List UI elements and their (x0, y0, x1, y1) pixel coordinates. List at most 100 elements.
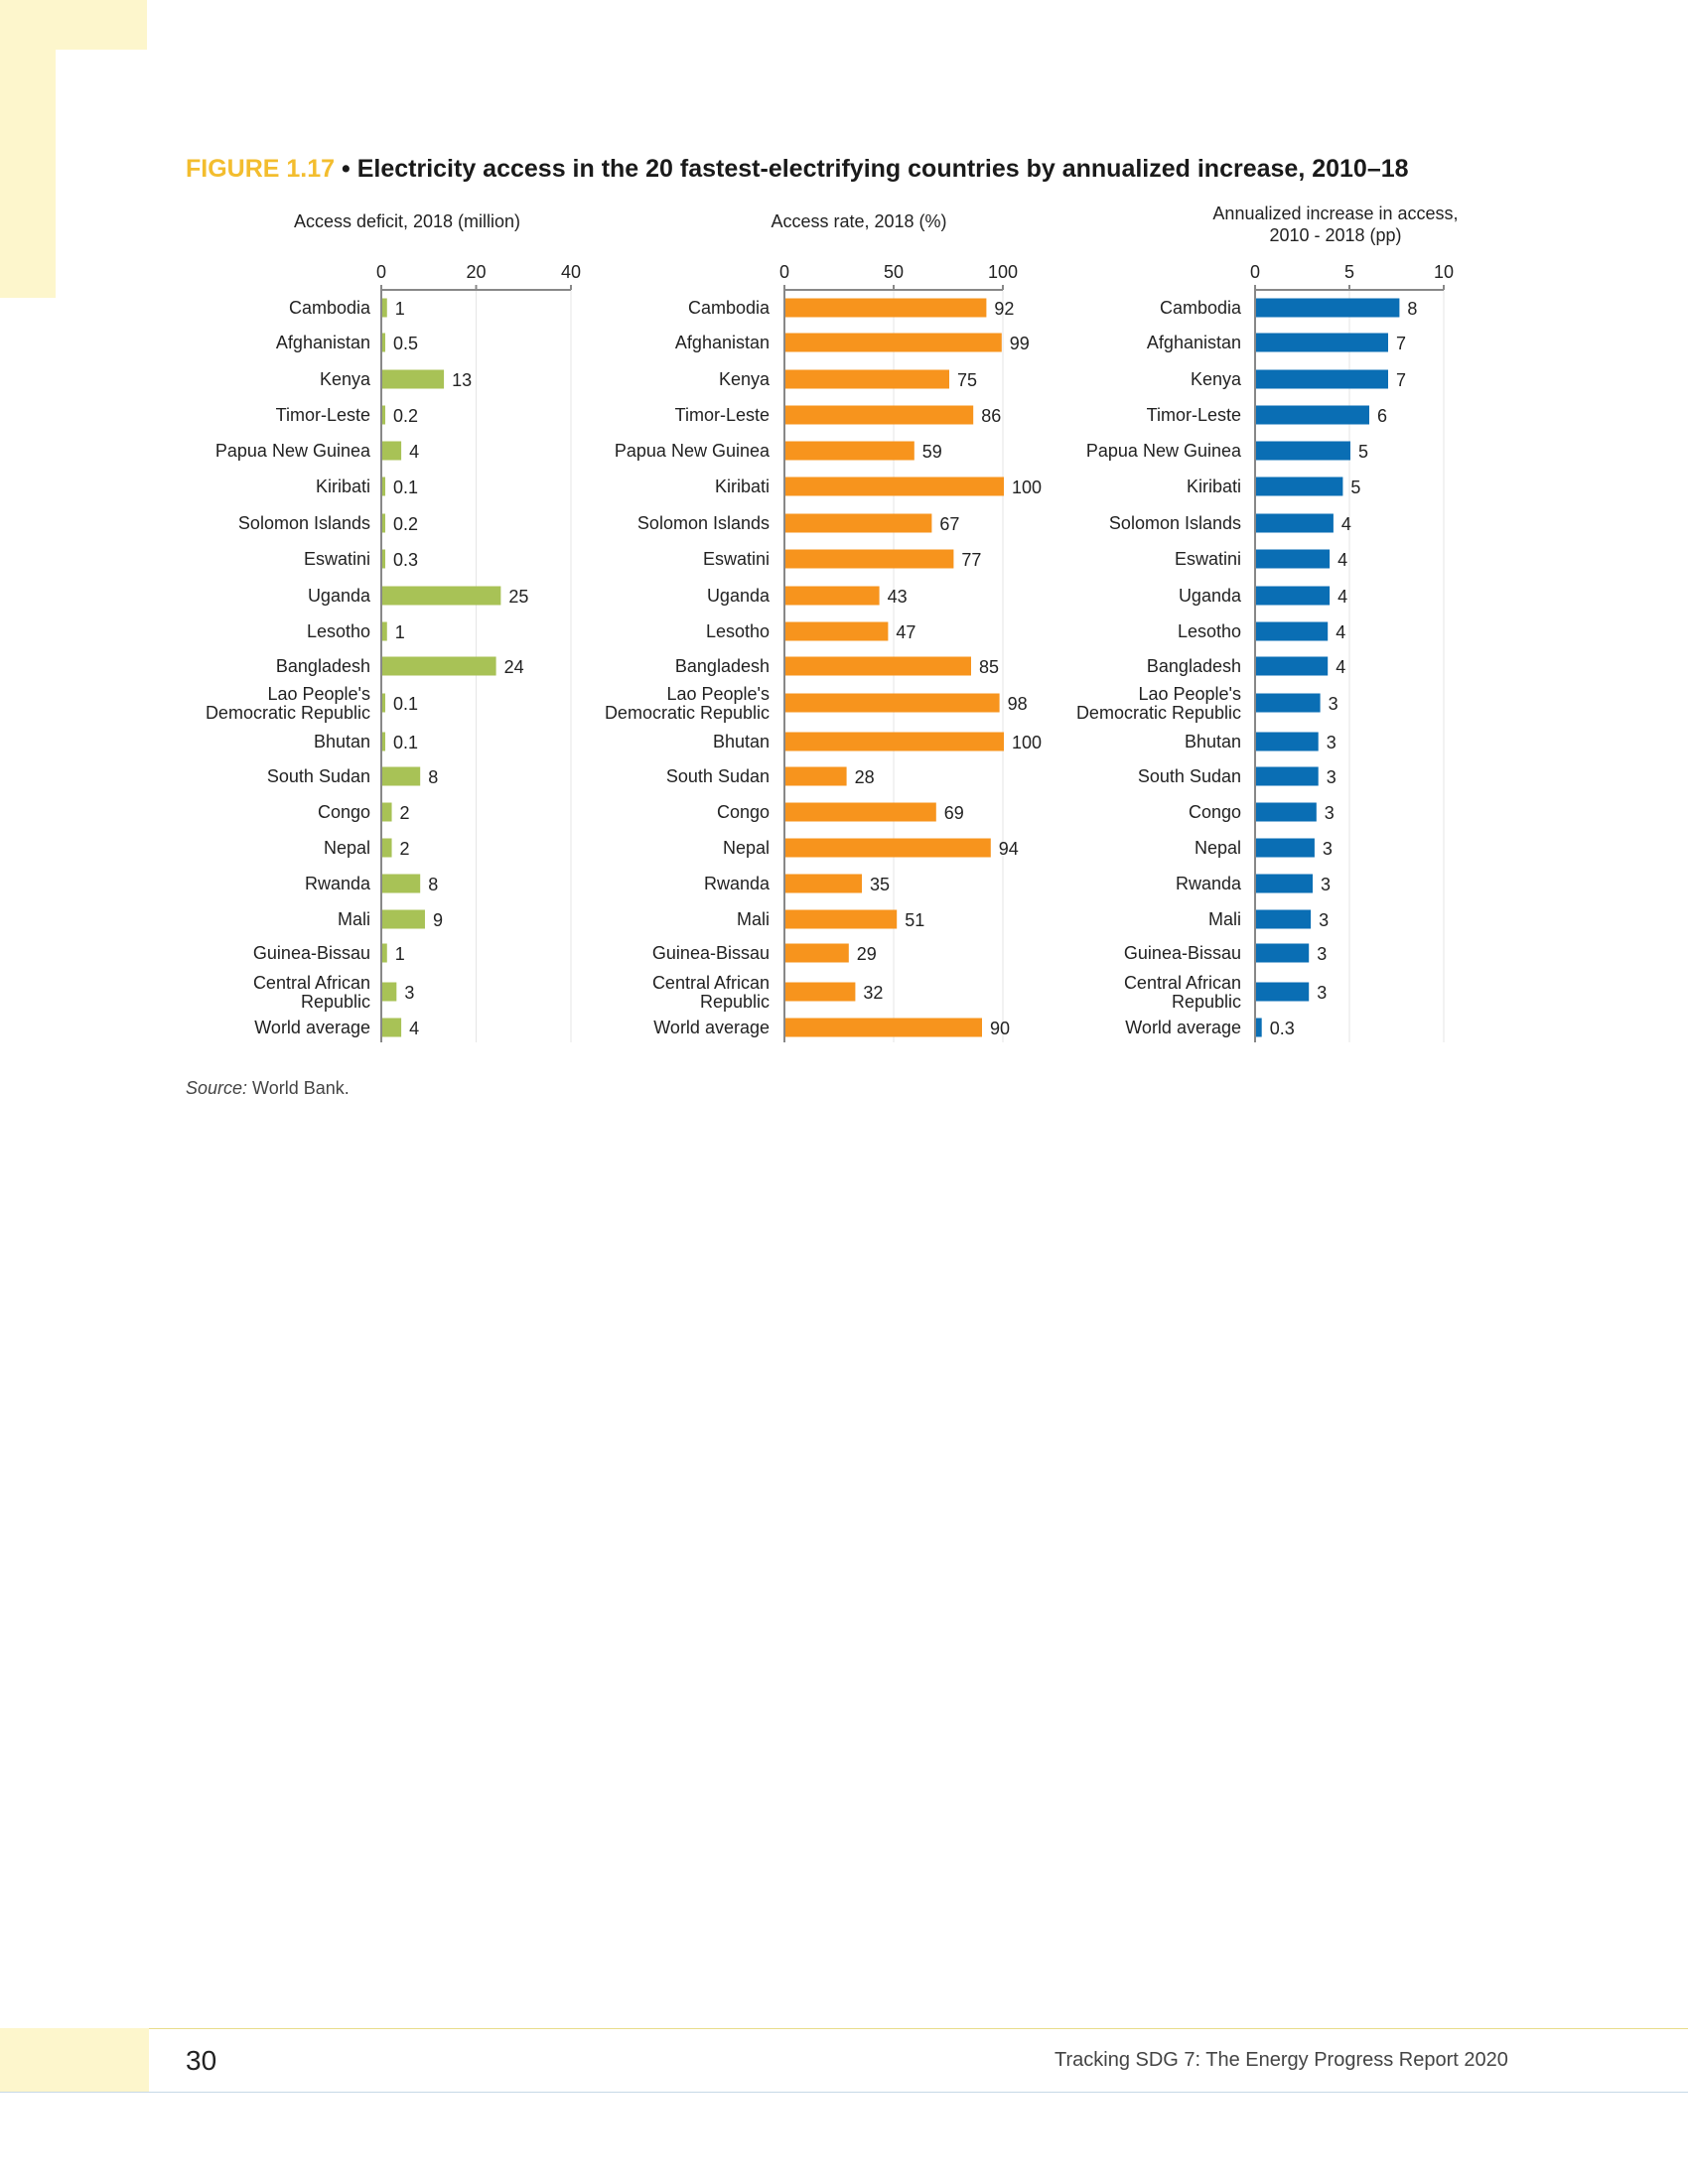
data-label: 0.2 (393, 514, 418, 534)
bar (1256, 586, 1331, 606)
bar (382, 441, 402, 461)
data-label: 7 (1396, 334, 1406, 353)
bar (785, 405, 974, 425)
data-label: 69 (944, 803, 964, 823)
data-label: 8 (1407, 299, 1417, 319)
data-label: 3 (404, 983, 414, 1003)
category-label: Mali (338, 909, 370, 929)
bar (1256, 766, 1319, 786)
bar (382, 513, 385, 533)
bar (785, 802, 936, 822)
footer-rule-bottom (0, 2092, 1688, 2093)
tick-label: 0 (779, 262, 789, 282)
category-label-line: Lao People's (267, 684, 370, 704)
category-label: Central African Republic (652, 973, 770, 1012)
bar (1256, 513, 1334, 533)
category-label: Congo (717, 802, 770, 822)
category-label: Papua New Guinea (215, 441, 371, 461)
bar (1256, 549, 1331, 569)
data-label: 25 (508, 587, 528, 607)
category-label: Cambodia (289, 298, 371, 318)
bar (1256, 656, 1329, 676)
report-title: Tracking SDG 7: The Energy Progress Repo… (1055, 2049, 1508, 2071)
figure-number: FIGURE 1.17 (186, 155, 336, 183)
data-label: 24 (504, 657, 524, 677)
data-label: 8 (428, 767, 438, 787)
bar (785, 477, 1004, 496)
bar (382, 982, 397, 1002)
data-label: 3 (1327, 733, 1336, 752)
category-label: Afghanistan (276, 333, 370, 352)
data-label: 9 (433, 910, 443, 930)
category-label: Rwanda (704, 874, 771, 893)
category-label-line: Lao People's (1138, 684, 1241, 704)
bar (382, 369, 445, 389)
chart-canvas: 0 20 40 1 Cambodia 0.5 Afghanistan 13 Kenya 0.2 Ti… (206, 262, 1454, 1042)
category-label: Rwanda (305, 874, 371, 893)
category-label: Timor-Leste (675, 405, 770, 425)
bar (382, 909, 425, 929)
data-label: 3 (1317, 983, 1327, 1003)
data-label: 0.2 (393, 406, 418, 426)
bar (382, 732, 385, 751)
bar (785, 732, 1004, 751)
source-label: Source: (186, 1078, 248, 1098)
category-label: Nepal (324, 838, 370, 858)
category-label: Kenya (320, 369, 371, 389)
data-label: 35 (870, 875, 890, 894)
data-label: 32 (863, 983, 883, 1003)
category-label: Uganda (308, 586, 371, 606)
bar (1256, 405, 1369, 425)
category-label: Afghanistan (1147, 333, 1241, 352)
bar (1256, 982, 1310, 1002)
data-label: 1 (395, 944, 405, 964)
category-label: Bangladesh (675, 656, 770, 676)
bar (1256, 909, 1312, 929)
page-number: 30 (186, 2045, 217, 2076)
tick-label: 5 (1344, 262, 1354, 282)
data-label: 29 (857, 944, 877, 964)
data-label: 2 (400, 803, 410, 823)
bar (382, 838, 392, 858)
figure-separator: • (335, 155, 357, 183)
data-label: 4 (1336, 657, 1345, 677)
category-label: Eswatini (304, 549, 370, 569)
bar (1256, 802, 1317, 822)
category-label: Lao People's Democratic Republic (605, 684, 770, 723)
category-label: Congo (318, 802, 370, 822)
category-label: Timor-Leste (276, 405, 370, 425)
corner-decoration-strip (0, 50, 56, 298)
data-label: 0.3 (1270, 1019, 1295, 1038)
data-label: 3 (1317, 944, 1327, 964)
tick-label: 40 (561, 262, 581, 282)
footer-rule-top (0, 2028, 1688, 2029)
data-label: 92 (994, 299, 1014, 319)
category-label: Central African Republic (253, 973, 370, 1012)
category-label: Kiribati (1187, 477, 1241, 496)
bar (382, 1018, 402, 1037)
data-label: 0.3 (393, 550, 418, 570)
data-label: 3 (1325, 803, 1335, 823)
data-label: 90 (990, 1019, 1010, 1038)
data-label: 0.1 (393, 733, 418, 752)
data-label: 43 (888, 587, 908, 607)
data-label: 75 (957, 370, 977, 390)
data-label: 13 (452, 370, 472, 390)
bar (785, 943, 849, 963)
category-label-line: Lao People's (666, 684, 770, 704)
data-label: 4 (1336, 622, 1345, 642)
tick-label: 50 (884, 262, 904, 282)
bar (1256, 621, 1329, 641)
category-label-line: Democratic Republic (605, 703, 770, 723)
bar (1256, 1018, 1262, 1037)
bar (785, 333, 1002, 352)
data-label: 0.5 (393, 334, 418, 353)
bar (785, 909, 898, 929)
tick-label: 20 (466, 262, 486, 282)
category-label: South Sudan (666, 766, 770, 786)
chart-panel-increase: 0 5 10 8 Cambodia 7 Afghanistan 7 Kenya 6 Timor-Le… (1076, 262, 1454, 1042)
category-label: Bangladesh (276, 656, 370, 676)
data-label: 77 (961, 550, 981, 570)
bar (785, 656, 971, 676)
bar (382, 693, 385, 713)
